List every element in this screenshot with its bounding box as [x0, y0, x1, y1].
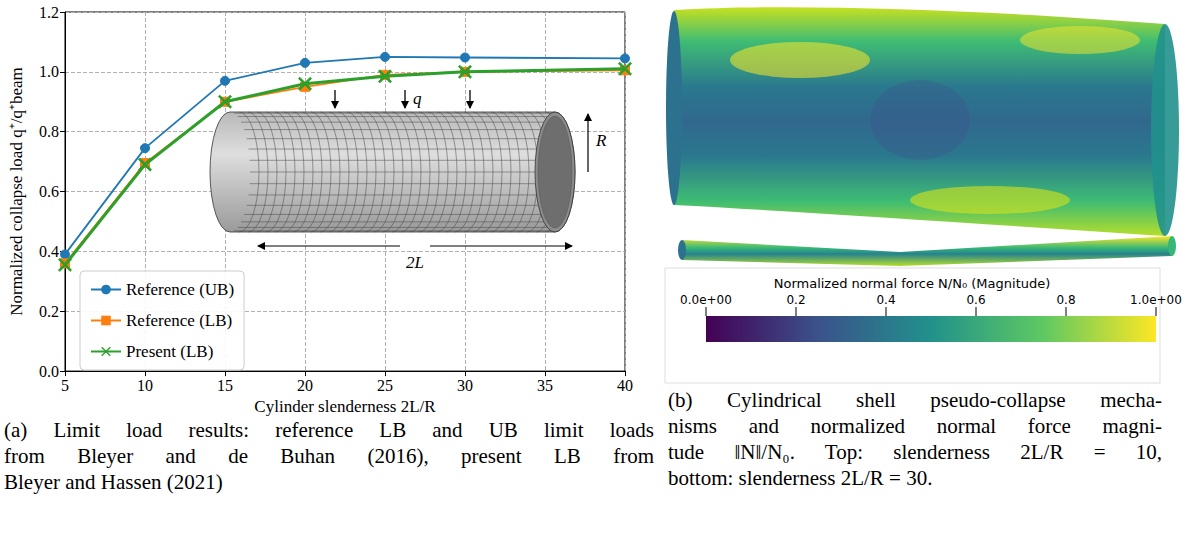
svg-text:R: R: [595, 131, 607, 150]
svg-text:2L: 2L: [406, 253, 424, 272]
svg-text:0.0e+00: 0.0e+00: [680, 293, 732, 307]
svg-text:Cylinder slenderness 2L/R: Cylinder slenderness 2L/R: [254, 397, 436, 416]
svg-text:0.8: 0.8: [1056, 293, 1075, 307]
svg-text:0.6: 0.6: [39, 183, 59, 200]
svg-text:Normalized normal force N/N₀ (: Normalized normal force N/N₀ (Magnitude): [774, 276, 1051, 291]
html-text:bottom: slenderness 2L/R = 30.: bottom: slenderness 2L/R = 30.: [668, 466, 933, 490]
svg-text:Normalized collapse load q⁺/q⁺: Normalized collapse load q⁺/q⁺beam: [7, 67, 26, 315]
html-text:from Bleyer and de Buhan (2016: from Bleyer and de Buhan (2016), present…: [4, 444, 654, 468]
svg-text:25: 25: [377, 377, 393, 394]
svg-text:1.2: 1.2: [39, 4, 59, 21]
svg-text:15: 15: [217, 377, 233, 394]
svg-text:0.4: 0.4: [39, 243, 59, 260]
html-text:Bleyer and Hassen (2021): Bleyer and Hassen (2021): [4, 470, 223, 494]
svg-text:1.0e+00: 1.0e+00: [1130, 293, 1182, 307]
svg-text:Reference (LB): Reference (LB): [126, 311, 232, 330]
html-text:(a) Limit load results: refere: (a) Limit load results: reference LB and…: [4, 418, 654, 442]
html-text:tude ‖N‖/N₀. Top: slenderness: tude ‖N‖/N₀. Top: slenderness 2L/R = 10,: [668, 440, 1162, 464]
svg-text:10: 10: [137, 377, 153, 394]
svg-text:1.0: 1.0: [39, 63, 59, 80]
svg-text:q: q: [413, 89, 422, 108]
svg-text:40: 40: [617, 377, 633, 394]
svg-text:35: 35: [537, 377, 553, 394]
html-text:nisms and normalized normal fo: nisms and normalized normal force magni-: [668, 414, 1162, 438]
svg-text:5: 5: [61, 377, 69, 394]
svg-text:Reference (UB): Reference (UB): [126, 280, 234, 299]
svg-text:0.8: 0.8: [39, 123, 59, 140]
svg-text:20: 20: [297, 377, 313, 394]
html-text:(b) Cylindrical shell pseudo-c: (b) Cylindrical shell pseudo-collapse me…: [668, 388, 1162, 412]
svg-text:0.6: 0.6: [966, 293, 985, 307]
svg-text:0.2: 0.2: [786, 293, 805, 307]
svg-text:0.4: 0.4: [876, 293, 895, 307]
svg-text:Present (LB): Present (LB): [126, 342, 213, 361]
svg-text:30: 30: [457, 377, 473, 394]
svg-text:0.2: 0.2: [39, 303, 59, 320]
svg-text:0.0: 0.0: [39, 363, 59, 380]
